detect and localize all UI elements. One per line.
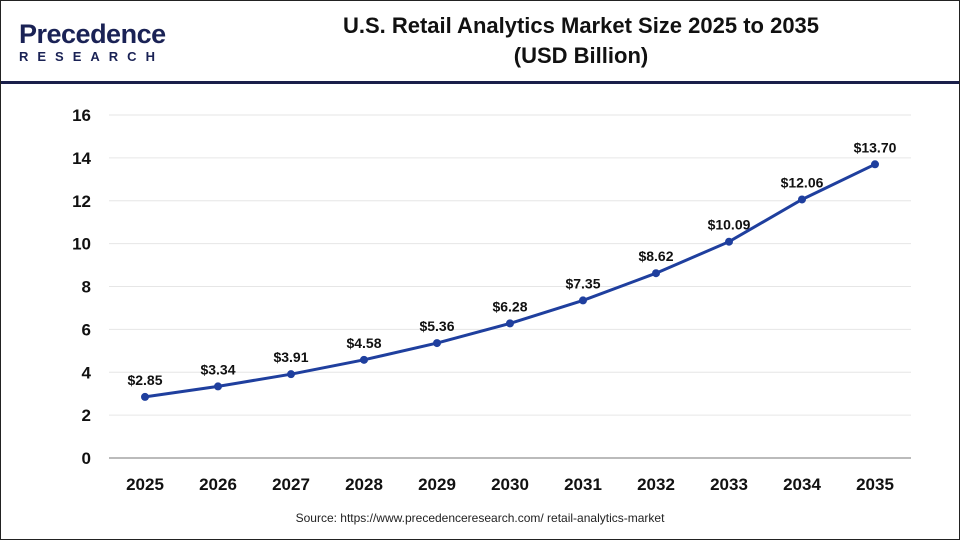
series-line	[144, 162, 876, 399]
y-tick-label: 16	[72, 106, 91, 125]
x-tick-label: 2027	[272, 475, 310, 494]
data-point	[287, 370, 295, 379]
logo-line1: Precedence	[19, 19, 166, 49]
source-note: Source: https://www.precedenceresearch.c…	[295, 511, 665, 525]
data-label: $3.91	[273, 349, 308, 365]
data-label: $2.85	[127, 372, 162, 388]
y-tick-label: 14	[72, 149, 91, 168]
data-label: $8.62	[638, 248, 673, 264]
x-tick-label: 2029	[418, 475, 456, 494]
data-label: $12.06	[781, 174, 824, 190]
data-label: $7.35	[565, 275, 600, 291]
data-point	[725, 237, 733, 246]
x-tick-label: 2026	[199, 475, 237, 494]
data-point	[506, 319, 514, 328]
data-point	[871, 160, 879, 169]
data-point	[652, 269, 660, 278]
data-point	[579, 296, 587, 305]
precedence-research-logo: Precedence RESEARCH	[19, 21, 166, 64]
data-point	[360, 355, 368, 364]
y-tick-label: 10	[72, 235, 91, 254]
y-tick-label: 4	[82, 363, 92, 382]
logo-line2: RESEARCH	[19, 49, 164, 64]
x-tick-label: 2030	[491, 475, 529, 494]
y-tick-label: 2	[82, 406, 91, 425]
header: Precedence RESEARCH U.S. Retail Analytic…	[1, 1, 959, 84]
subtitle-text: (USD Billion)	[513, 43, 649, 68]
data-point	[433, 339, 441, 348]
data-label: $3.34	[200, 361, 235, 377]
data-label: $5.36	[419, 318, 454, 334]
x-tick-label: 2032	[637, 475, 675, 494]
y-tick-label: 8	[82, 278, 91, 297]
x-tick-label: 2031	[564, 475, 602, 494]
data-label: $10.09	[708, 217, 751, 233]
data-label: $6.28	[492, 298, 527, 314]
chart-title: U.S. Retail Analytics Market Size 2025 t…	[251, 11, 911, 71]
data-label: $13.70	[854, 139, 897, 155]
x-tick-label: 2034	[783, 475, 821, 494]
x-tick-label: 2025	[126, 475, 164, 494]
x-tick-label: 2033	[710, 475, 748, 494]
title-text: U.S. Retail Analytics Market Size 2025 t…	[342, 13, 820, 38]
data-point	[798, 195, 806, 204]
x-tick-label: 2028	[345, 475, 383, 494]
data-point	[141, 392, 149, 401]
y-tick-label: 0	[82, 449, 91, 468]
data-label: $4.58	[346, 335, 381, 351]
y-tick-label: 12	[72, 192, 91, 211]
x-tick-label: 2035	[856, 475, 894, 494]
y-tick-label: 6	[82, 320, 91, 339]
data-point	[214, 382, 222, 391]
